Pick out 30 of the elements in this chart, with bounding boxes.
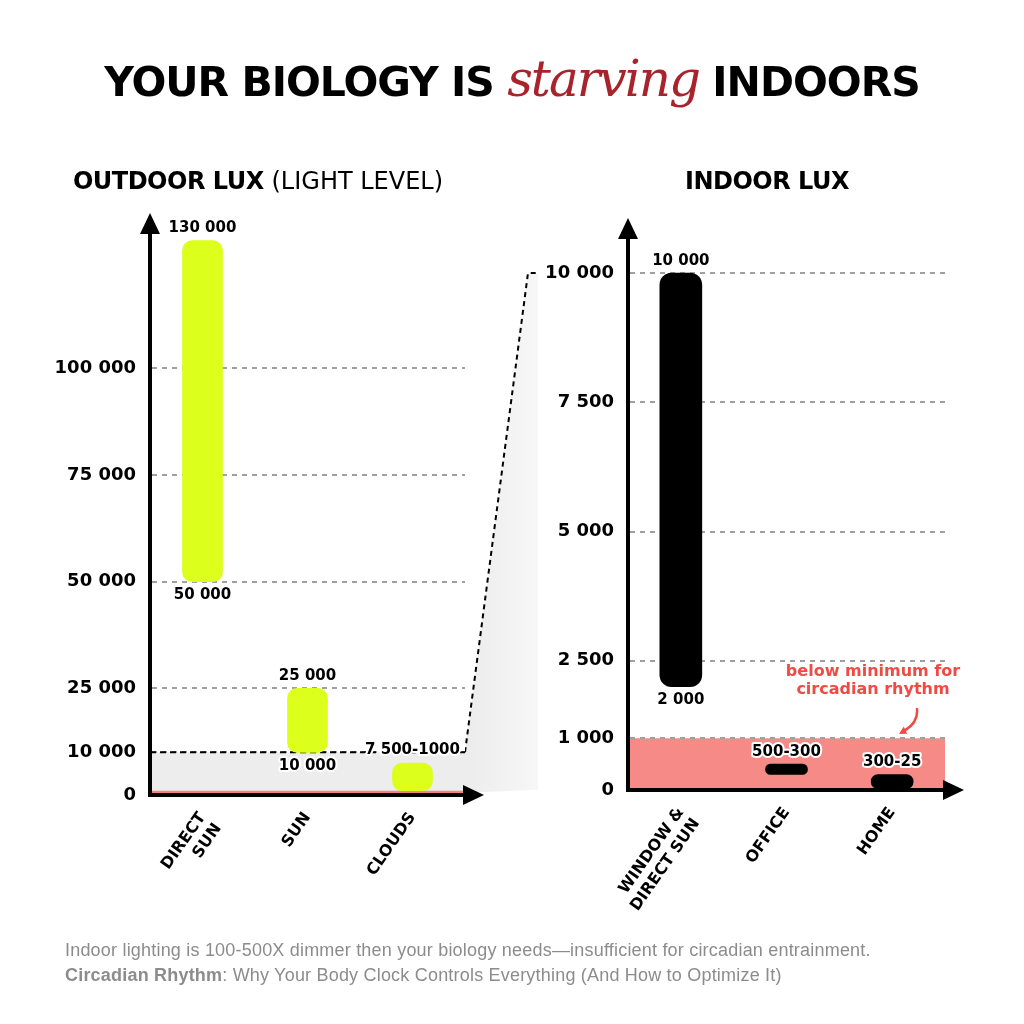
y-tick-label: 25 000 <box>67 676 136 698</box>
y-tick-label: 2 500 <box>557 648 614 670</box>
bar <box>659 272 703 687</box>
band-label: below minimum for circadian rhythm <box>785 661 961 699</box>
y-tick-label: 1 000 <box>557 725 614 747</box>
annotation: 130 000 <box>168 217 237 236</box>
annotation: 500-300 <box>752 741 821 760</box>
text: Circadian Rhythm: Why Your Body Clock Controls Everything (And How to Optimize It) <box>65 965 782 985</box>
text: Indoor lighting is 100-500X dimmer then your biology needs—insufficient for circadian entrainment. <box>65 939 872 962</box>
annotation: 50 000 <box>173 585 232 604</box>
y-tick-label: 0 <box>601 777 614 799</box>
chart-title: OUTDOOR LUX (LIGHT LEVEL) <box>72 167 444 195</box>
y-tick-label: 5 000 <box>557 519 614 541</box>
bar <box>287 688 328 753</box>
y-tick-label: 50 000 <box>67 569 136 591</box>
annotation: 2 000 <box>657 690 705 709</box>
y-tick-label: 10 000 <box>545 260 614 282</box>
annotation: 300-25 <box>862 751 922 770</box>
text: YOUR BIOLOGY IS starving INDOORS <box>104 50 920 108</box>
chart-title: INDOOR LUX <box>684 167 850 195</box>
y-tick-label: 10 000 <box>67 740 136 762</box>
y-tick-label: 100 000 <box>54 356 136 378</box>
bar <box>182 240 223 583</box>
y-tick-label: 7 500 <box>557 390 614 412</box>
annotation: 25 000 <box>278 665 337 684</box>
annotation: 10 000 <box>278 755 337 774</box>
annotation: 10 000 <box>652 250 710 269</box>
bar <box>765 763 808 775</box>
y-tick-label: 75 000 <box>67 462 136 484</box>
y-tick-label: 0 <box>123 782 136 804</box>
